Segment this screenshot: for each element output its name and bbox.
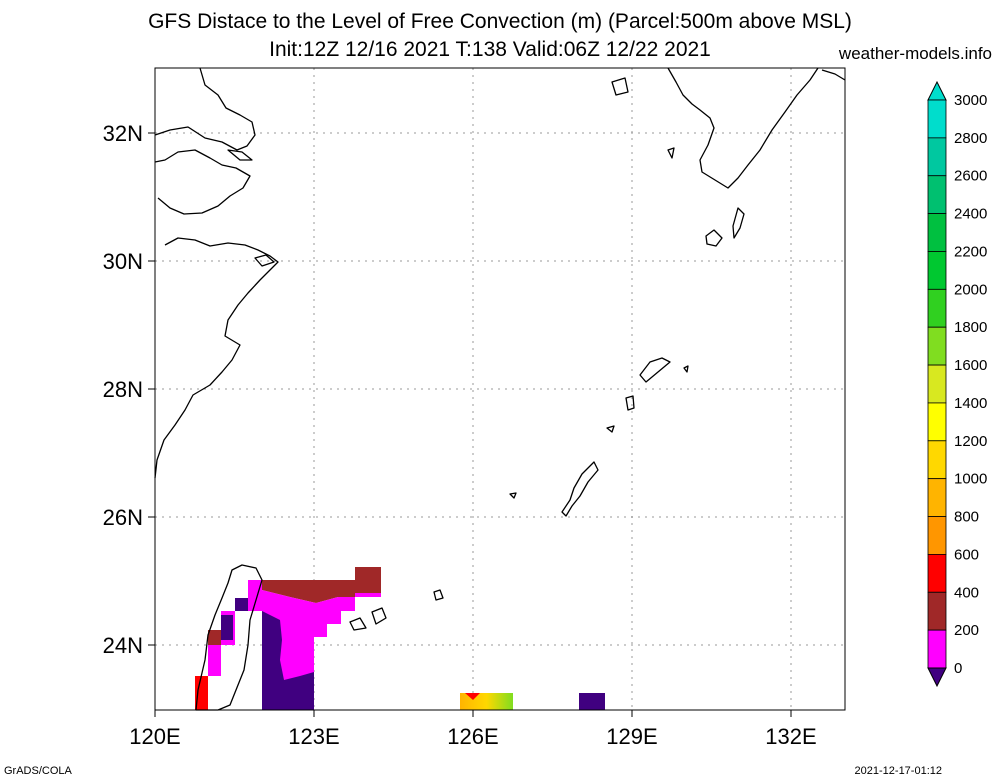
chart-title: GFS Distace to the Level of Free Convect… <box>148 10 852 33</box>
footer-credit: GrADS/COLA <box>4 765 72 777</box>
lfc-shade-purple-west <box>221 615 233 640</box>
lon-label: 132E <box>765 724 816 749</box>
colorbar-label: 1400 <box>954 395 987 412</box>
colorbar-segment <box>927 175 947 215</box>
lon-label: 120E <box>129 724 180 749</box>
lat-label: 24N <box>103 633 143 658</box>
lfc-shade-purple-east <box>579 693 605 710</box>
lfc-shading <box>195 567 605 710</box>
lfc-shade-brown-north <box>248 567 381 603</box>
colorbar-label: 2200 <box>954 243 987 260</box>
lfc-shade-brown-west <box>208 630 221 645</box>
site-label: weather-models.info <box>838 44 992 63</box>
coast-taiwan <box>195 564 263 711</box>
colorbar-label: 2000 <box>954 281 987 298</box>
colorbar-arrow-top <box>927 80 947 101</box>
lon-label: 123E <box>288 724 339 749</box>
colorbar-label: 800 <box>954 509 979 526</box>
colorbar-segment <box>927 478 947 517</box>
colorbar-label: 1800 <box>954 319 987 336</box>
colorbar-label: 3000 <box>954 92 987 109</box>
lon-label: 126E <box>447 724 498 749</box>
island-goto <box>611 77 629 96</box>
colorbar-segment <box>927 554 947 593</box>
coast-hangzhou <box>154 237 279 479</box>
island-okinawa <box>561 461 599 517</box>
colorbar-segment <box>927 516 947 555</box>
coast-kyushu <box>667 67 819 189</box>
island-japan-northeast <box>821 69 846 81</box>
island-yonaguni <box>683 365 689 373</box>
colorbar-label: 2600 <box>954 168 987 185</box>
island-okinoerabu <box>606 425 615 433</box>
colorbar-label: 1200 <box>954 433 987 450</box>
lfc-shade-magenta-west <box>208 645 221 676</box>
colorbar-segment <box>927 137 947 177</box>
island-tokunoshima <box>625 395 635 411</box>
island-zhoushan <box>254 254 275 267</box>
tick-marks <box>148 132 792 717</box>
island-yaeyama-east <box>371 607 387 625</box>
colorbar-segment <box>927 629 947 669</box>
colorbar-label: 2400 <box>954 206 987 223</box>
colorbar-legend: 3000280026002400220020001800160014001200… <box>927 80 987 688</box>
colorbar-label: 1000 <box>954 471 987 488</box>
colorbar-label: 200 <box>954 622 979 639</box>
colorbar-label: 2800 <box>954 130 987 147</box>
colorbar-segment <box>927 288 947 328</box>
lat-label: 32N <box>103 121 143 146</box>
colorbar-segment <box>927 364 947 404</box>
island-koshiki <box>667 147 675 159</box>
colorbar-label: 400 <box>954 584 979 601</box>
colorbar-segment <box>927 213 947 252</box>
coast-yangtze <box>154 149 251 215</box>
island-ishigaki <box>349 617 367 631</box>
lon-label: 129E <box>606 724 657 749</box>
island-miyako <box>433 589 444 601</box>
colorbar-label: 600 <box>954 546 979 563</box>
coast-china-north <box>154 67 256 151</box>
lat-label: 30N <box>103 249 143 274</box>
lfc-shade-red-notch <box>465 693 480 700</box>
colorbar-arrow-bottom <box>927 667 947 688</box>
lfc-shade-purple-main <box>262 611 314 700</box>
chart-subtitle: Init:12Z 12/16 2021 T:138 Valid:06Z 12/2… <box>269 38 711 61</box>
colorbar-label: 1600 <box>954 357 987 374</box>
footer-timestamp: 2021-12-17-01:12 <box>854 765 942 777</box>
lat-label: 26N <box>103 505 143 530</box>
lfc-shade-red-sw <box>195 676 208 710</box>
colorbar-label: 0 <box>954 660 962 677</box>
lfc-shade-purple-coast <box>235 598 248 611</box>
colorbar-segment <box>927 251 947 290</box>
colorbar-segment <box>927 440 947 480</box>
lfc-shade-purple-south <box>262 700 314 710</box>
colorbar-segment <box>927 402 947 442</box>
gridlines <box>155 68 845 710</box>
island-yakushima <box>705 229 723 247</box>
coastlines <box>154 67 846 711</box>
lat-label: 28N <box>103 377 143 402</box>
island-kumejima <box>509 492 517 499</box>
colorbar-segment <box>927 326 947 366</box>
island-amami <box>639 357 671 383</box>
colorbar-segment <box>927 99 947 139</box>
island-chongming <box>227 149 253 161</box>
colorbar-segment <box>927 591 947 631</box>
island-tanegashima <box>732 207 745 239</box>
